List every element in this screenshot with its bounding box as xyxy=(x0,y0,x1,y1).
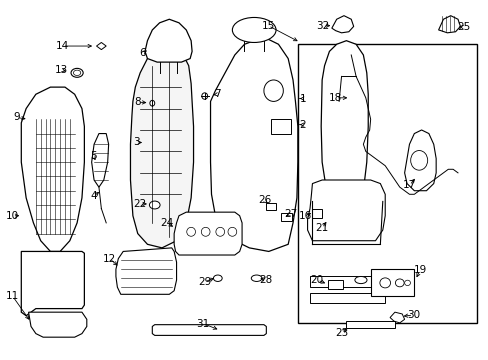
Polygon shape xyxy=(438,16,460,33)
Polygon shape xyxy=(116,248,176,294)
Bar xyxy=(309,276,385,287)
Ellipse shape xyxy=(150,100,154,106)
Text: 23: 23 xyxy=(334,328,347,338)
Ellipse shape xyxy=(186,227,195,236)
Text: 25: 25 xyxy=(456,22,469,32)
Ellipse shape xyxy=(215,227,224,236)
Polygon shape xyxy=(404,130,435,191)
Text: 1: 1 xyxy=(299,94,305,104)
Polygon shape xyxy=(174,212,242,255)
Polygon shape xyxy=(28,312,87,337)
Ellipse shape xyxy=(354,276,366,284)
Polygon shape xyxy=(321,41,367,216)
Text: 8: 8 xyxy=(134,97,141,107)
Polygon shape xyxy=(389,312,404,323)
Text: 7: 7 xyxy=(214,89,221,99)
Text: 19: 19 xyxy=(413,265,426,275)
Polygon shape xyxy=(152,325,266,336)
Text: 5: 5 xyxy=(90,151,96,161)
Ellipse shape xyxy=(251,275,262,282)
Text: 22: 22 xyxy=(133,199,146,209)
Ellipse shape xyxy=(410,150,427,170)
Text: 27: 27 xyxy=(284,209,297,219)
Ellipse shape xyxy=(71,68,83,77)
Text: 12: 12 xyxy=(103,253,116,264)
Polygon shape xyxy=(210,37,297,251)
Text: 32: 32 xyxy=(316,21,329,31)
Ellipse shape xyxy=(73,70,81,76)
Polygon shape xyxy=(21,87,84,251)
Text: 29: 29 xyxy=(198,277,211,287)
Bar xyxy=(297,44,476,323)
Polygon shape xyxy=(307,180,385,241)
Ellipse shape xyxy=(404,280,409,285)
Ellipse shape xyxy=(395,279,403,287)
Text: 21: 21 xyxy=(315,223,328,233)
Text: 9: 9 xyxy=(13,112,20,122)
Polygon shape xyxy=(91,134,108,187)
Bar xyxy=(266,203,275,210)
Text: 28: 28 xyxy=(259,275,272,285)
Text: 6: 6 xyxy=(139,48,145,58)
Text: 20: 20 xyxy=(310,275,323,285)
Text: 30: 30 xyxy=(406,310,419,320)
Text: 26: 26 xyxy=(257,195,270,205)
Text: 11: 11 xyxy=(6,291,19,301)
Ellipse shape xyxy=(232,18,275,42)
Text: 17: 17 xyxy=(402,180,415,190)
Text: 2: 2 xyxy=(299,120,305,130)
Ellipse shape xyxy=(149,201,160,209)
Ellipse shape xyxy=(264,80,283,102)
Ellipse shape xyxy=(202,93,207,99)
Text: 3: 3 xyxy=(133,138,140,148)
Text: 24: 24 xyxy=(160,218,173,228)
Bar xyxy=(309,293,385,303)
Text: 14: 14 xyxy=(56,41,69,51)
Text: 10: 10 xyxy=(6,211,19,221)
Ellipse shape xyxy=(227,227,236,236)
Bar xyxy=(370,269,413,296)
Polygon shape xyxy=(96,42,106,50)
Text: 15: 15 xyxy=(261,21,274,31)
Bar xyxy=(312,208,322,217)
Text: 31: 31 xyxy=(196,319,209,329)
Polygon shape xyxy=(331,16,353,33)
Ellipse shape xyxy=(201,227,210,236)
Text: 13: 13 xyxy=(54,65,67,75)
Text: 16: 16 xyxy=(298,211,311,221)
Ellipse shape xyxy=(379,278,390,288)
Text: 4: 4 xyxy=(91,191,97,201)
Bar xyxy=(280,213,291,221)
Bar xyxy=(327,280,342,289)
Ellipse shape xyxy=(213,275,222,282)
Polygon shape xyxy=(21,251,84,316)
Polygon shape xyxy=(130,44,193,248)
Text: 18: 18 xyxy=(328,93,342,103)
Polygon shape xyxy=(145,19,192,62)
Bar xyxy=(346,321,394,328)
Bar xyxy=(271,119,290,134)
